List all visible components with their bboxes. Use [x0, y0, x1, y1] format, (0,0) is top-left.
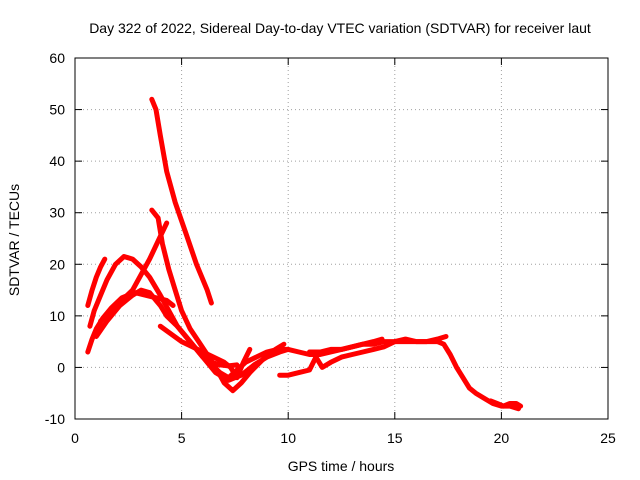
- series-line-arc-1: [149, 96, 214, 306]
- plot-frame: [74, 57, 609, 420]
- y-tick-label: 30: [49, 205, 65, 221]
- series-line-arc-7: [85, 290, 176, 355]
- x-tick-label: 20: [494, 430, 510, 446]
- x-tick-label: 5: [178, 430, 186, 446]
- y-tick-label: 0: [57, 359, 65, 375]
- series-line-arc-11: [307, 339, 521, 412]
- x-tick-label: 0: [71, 430, 79, 446]
- axis-ticks: [74, 57, 609, 420]
- grid-lines: [75, 58, 608, 419]
- y-tick-label: 50: [49, 102, 65, 118]
- y-axis-title: SDTVAR / TECUs: [6, 184, 22, 296]
- series-line-arc-8: [157, 323, 253, 381]
- y-tick-label: 20: [49, 256, 65, 272]
- x-tick-label: 15: [387, 430, 403, 446]
- x-tick-labels: 0 5 10 15 20 25: [71, 430, 616, 446]
- data-series: [85, 96, 524, 412]
- series-line-arc-2: [85, 256, 108, 308]
- y-tick-label: 60: [49, 50, 65, 66]
- series-line-arc-12: [488, 398, 524, 409]
- y-tick-label: 40: [49, 153, 65, 169]
- y-tick-label: -10: [45, 411, 65, 427]
- y-tick-label: 10: [49, 308, 65, 324]
- y-tick-labels: -10 0 10 20 30 40 50 60: [45, 50, 65, 427]
- x-axis-title: GPS time / hours: [288, 458, 395, 474]
- x-tick-label: 25: [600, 430, 616, 446]
- x-tick-label: 10: [280, 430, 296, 446]
- chart-title: Day 322 of 2022, Sidereal Day-to-day VTE…: [89, 20, 591, 36]
